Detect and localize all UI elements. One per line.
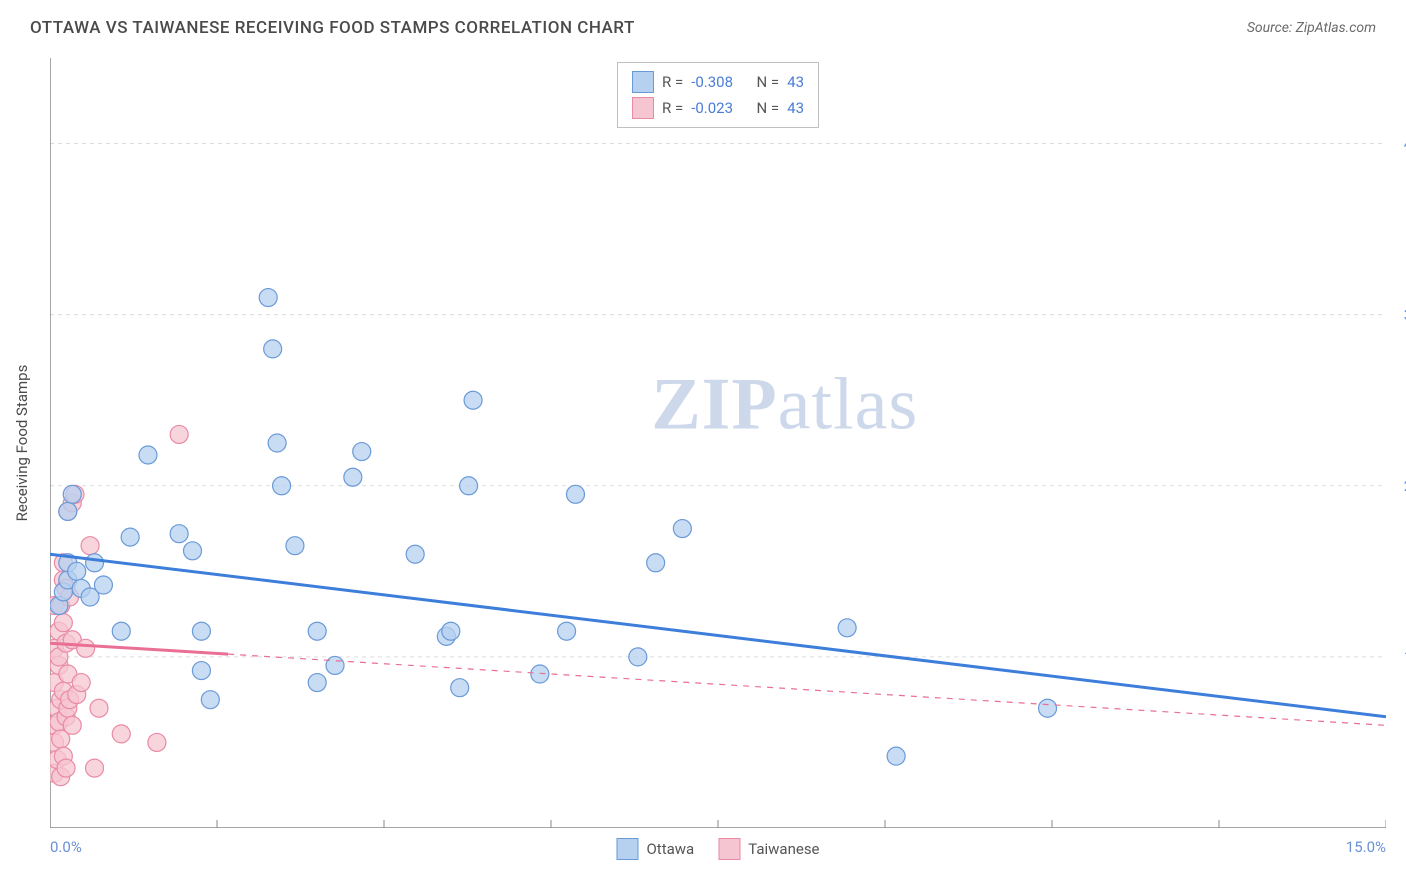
chart-title: OTTAWA VS TAIWANESE RECEIVING FOOD STAMP… — [30, 18, 635, 38]
r-label: R = — [662, 99, 683, 117]
x-tick-start: 0.0% — [50, 838, 82, 856]
swatch-taiwanese — [632, 97, 654, 119]
x-tick-labels: 0.0% 15.0% — [50, 838, 1386, 856]
n-value-taiwanese: 43 — [787, 99, 804, 117]
n-value-ottawa: 43 — [787, 73, 804, 91]
r-label: R = — [662, 73, 683, 91]
x-tick-end: 15.0% — [1346, 838, 1386, 856]
source-attribution: Source: ZipAtlas.com — [1247, 20, 1376, 36]
swatch-ottawa — [632, 71, 654, 93]
correlation-row-ottawa: R = -0.308 N = 43 — [632, 69, 804, 95]
y-axis-label: Receiving Food Stamps — [13, 365, 31, 522]
chart-area: Receiving Food Stamps ZIPatlas R = -0.30… — [50, 58, 1386, 828]
scatter-plot-svg — [50, 58, 1386, 828]
source-label: Source: — [1247, 20, 1296, 36]
chart-header: OTTAWA VS TAIWANESE RECEIVING FOOD STAMP… — [0, 0, 1406, 46]
correlation-legend: R = -0.308 N = 43 R = -0.023 N = 43 — [617, 62, 819, 128]
r-value-taiwanese: -0.023 — [691, 99, 733, 117]
r-value-ottawa: -0.308 — [691, 73, 733, 91]
n-label: N = — [756, 73, 779, 91]
correlation-row-taiwanese: R = -0.023 N = 43 — [632, 95, 804, 121]
n-label: N = — [756, 99, 779, 117]
source-value: ZipAtlas.com — [1296, 20, 1376, 36]
